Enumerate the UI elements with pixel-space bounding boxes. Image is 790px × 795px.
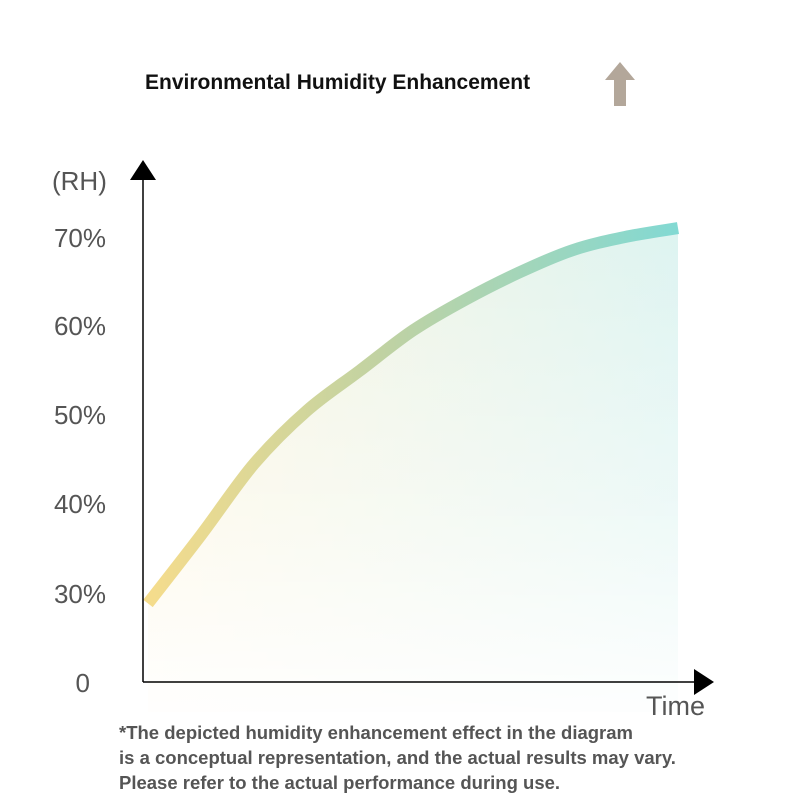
area-fill xyxy=(148,228,678,712)
footnote-line: Please refer to the actual performance d… xyxy=(119,772,561,793)
up-arrow-icon xyxy=(605,62,635,106)
y-tick-label: 40% xyxy=(54,489,106,519)
chart-header: Environmental Humidity Enhancement xyxy=(0,62,790,110)
x-axis-arrowhead xyxy=(694,669,714,695)
y-tick-label: 70% xyxy=(54,223,106,253)
humidity-chart: (RH) Time 70% 60% 50% 40% 30% 0 xyxy=(52,160,714,720)
x-axis-label: Time xyxy=(646,691,705,720)
y-tick-label: 60% xyxy=(54,311,106,341)
y-tick-label: 0 xyxy=(76,668,90,698)
y-axis-label: (RH) xyxy=(52,166,107,196)
disclaimer-footnote: *The depicted humidity enhancement effec… xyxy=(119,720,769,795)
chart-title: Environmental Humidity Enhancement xyxy=(145,71,531,94)
y-tick-label: 30% xyxy=(54,579,106,609)
humidity-curve xyxy=(143,222,680,608)
footnote-line: is a conceptual representation, and the … xyxy=(119,747,676,768)
y-axis-arrowhead xyxy=(130,160,156,180)
footnote-line: *The depicted humidity enhancement effec… xyxy=(119,722,633,743)
y-tick-label: 50% xyxy=(54,400,106,430)
